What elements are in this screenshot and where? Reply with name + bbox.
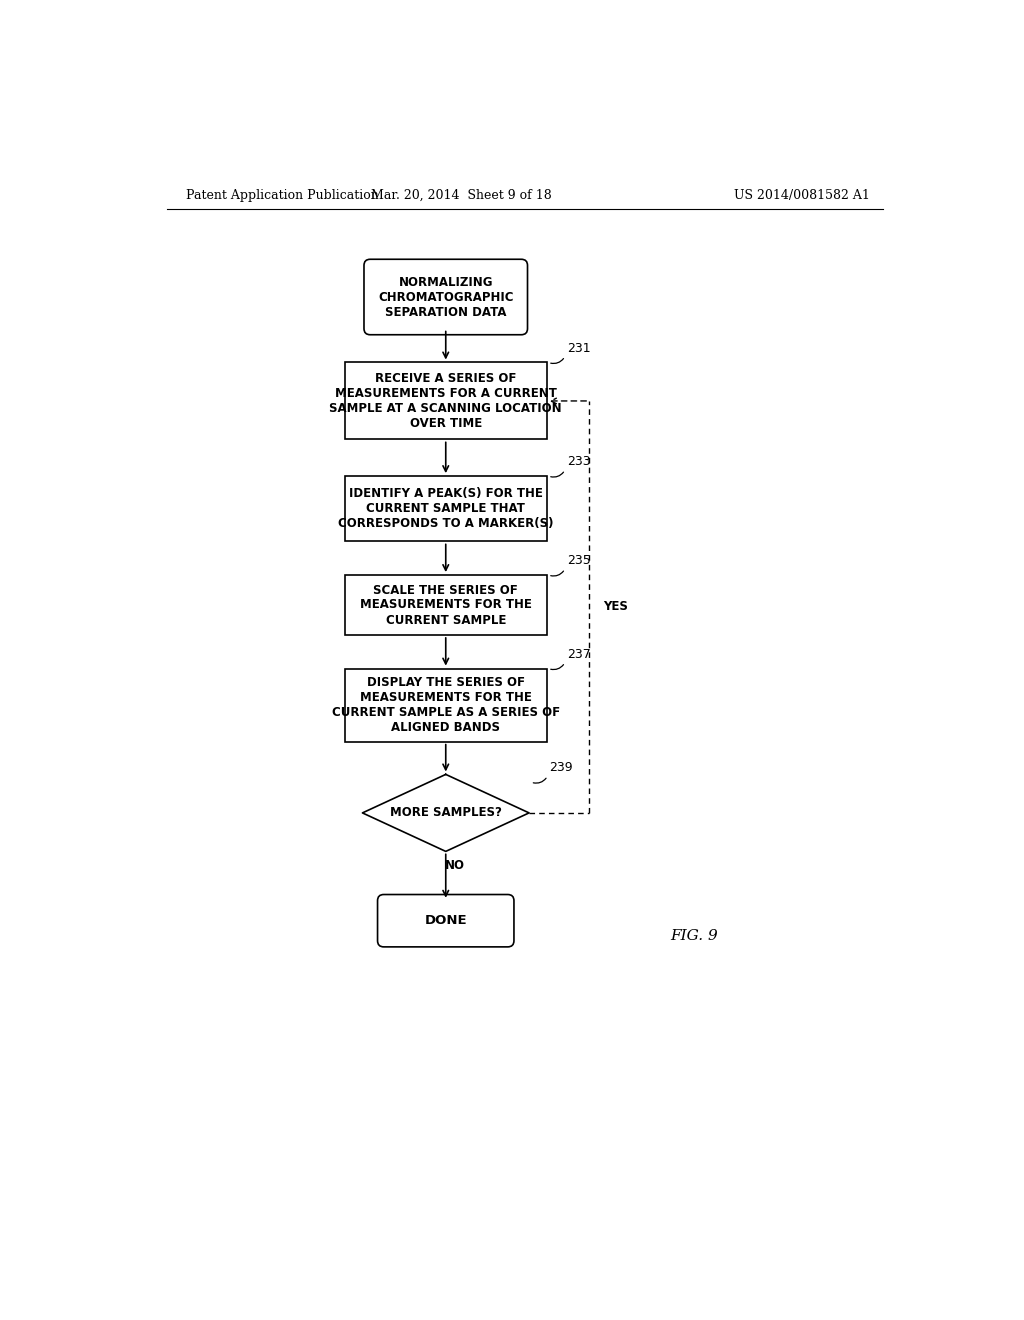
Text: YES: YES — [603, 601, 628, 614]
Text: NORMALIZING
CHROMATOGRAPHIC
SEPARATION DATA: NORMALIZING CHROMATOGRAPHIC SEPARATION D… — [378, 276, 513, 318]
Text: 231: 231 — [566, 342, 590, 355]
Text: FIG. 9: FIG. 9 — [671, 929, 718, 942]
Text: RECEIVE A SERIES OF
MEASUREMENTS FOR A CURRENT
SAMPLE AT A SCANNING LOCATION
OVE: RECEIVE A SERIES OF MEASUREMENTS FOR A C… — [330, 372, 562, 430]
Bar — [345, 668, 547, 742]
Bar — [345, 363, 547, 440]
Text: US 2014/0081582 A1: US 2014/0081582 A1 — [734, 189, 870, 202]
Text: 239: 239 — [549, 762, 572, 775]
Text: MORE SAMPLES?: MORE SAMPLES? — [390, 807, 502, 820]
Text: 237: 237 — [566, 648, 591, 661]
Text: DONE: DONE — [424, 915, 467, 927]
Text: Patent Application Publication: Patent Application Publication — [186, 189, 379, 202]
Text: Mar. 20, 2014  Sheet 9 of 18: Mar. 20, 2014 Sheet 9 of 18 — [371, 189, 552, 202]
Text: 233: 233 — [566, 455, 590, 469]
Text: SCALE THE SERIES OF
MEASUREMENTS FOR THE
CURRENT SAMPLE: SCALE THE SERIES OF MEASUREMENTS FOR THE… — [359, 583, 531, 627]
Text: 235: 235 — [566, 554, 591, 568]
Bar — [345, 477, 547, 541]
Bar — [345, 576, 547, 635]
FancyBboxPatch shape — [378, 895, 514, 946]
Text: DISPLAY THE SERIES OF
MEASUREMENTS FOR THE
CURRENT SAMPLE AS A SERIES OF
ALIGNED: DISPLAY THE SERIES OF MEASUREMENTS FOR T… — [332, 676, 560, 734]
Text: NO: NO — [445, 859, 465, 871]
Text: IDENTIFY A PEAK(S) FOR THE
CURRENT SAMPLE THAT
CORRESPONDS TO A MARKER(S): IDENTIFY A PEAK(S) FOR THE CURRENT SAMPL… — [338, 487, 554, 531]
FancyBboxPatch shape — [364, 259, 527, 335]
